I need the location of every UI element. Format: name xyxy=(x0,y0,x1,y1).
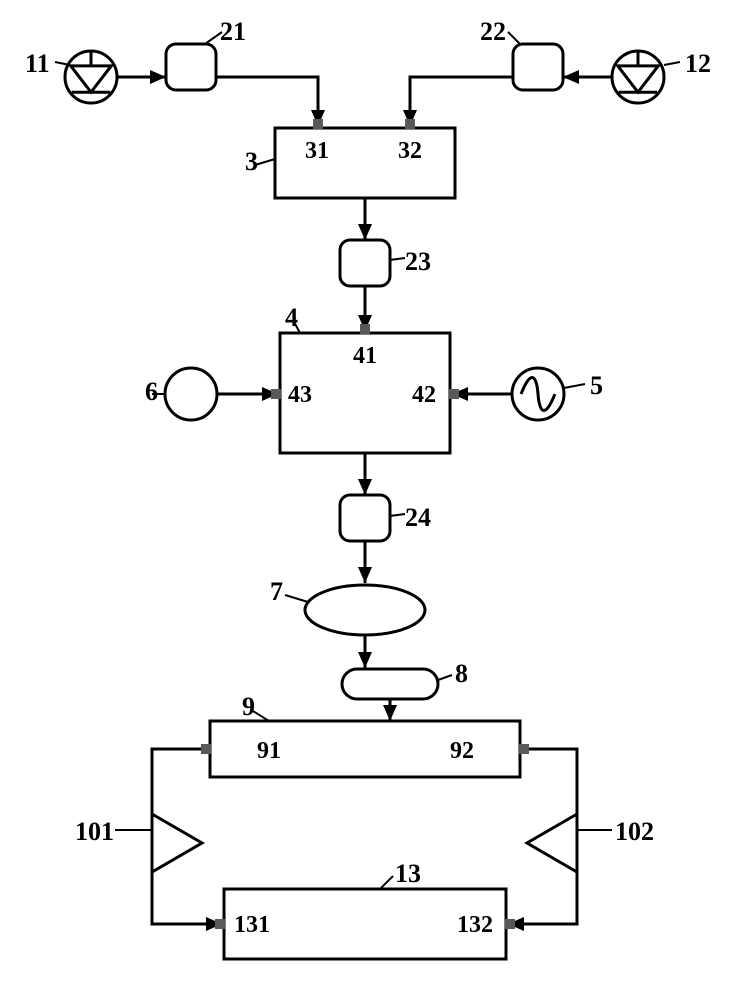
label-n5: 5 xyxy=(590,371,603,400)
label-n102: 102 xyxy=(615,817,654,846)
edge-e91-101 xyxy=(152,749,208,814)
arrow-e8-9 xyxy=(383,705,397,721)
port-p42 xyxy=(449,389,459,399)
port-label-p32: 32 xyxy=(398,138,422,164)
port-label-p31: 31 xyxy=(305,138,329,164)
port-p131 xyxy=(215,919,225,929)
label-n8: 8 xyxy=(455,659,468,688)
node-n101: 101 xyxy=(75,814,202,872)
label-n101: 101 xyxy=(75,817,114,846)
node-n11: 11 xyxy=(25,49,117,103)
node-n12: 12 xyxy=(612,49,711,103)
port-label-p43: 43 xyxy=(288,382,312,408)
node-n102: 102 xyxy=(527,814,654,872)
port-p92 xyxy=(519,744,529,754)
label-n3: 3 xyxy=(245,147,258,176)
leader-n12 xyxy=(664,62,680,65)
arrow-e4-24 xyxy=(358,479,372,495)
label-n11: 11 xyxy=(25,49,50,78)
arrow-e3-23 xyxy=(358,224,372,240)
node-n23: 23 xyxy=(340,240,431,286)
node-n13: 13 xyxy=(224,859,506,959)
leader-n13 xyxy=(380,876,393,889)
port-p32 xyxy=(405,119,415,129)
port-p43 xyxy=(271,389,281,399)
node-n7: 7 xyxy=(270,577,425,635)
label-n13: 13 xyxy=(395,859,421,888)
port-label-p41: 41 xyxy=(353,343,377,369)
label-n23: 23 xyxy=(405,247,431,276)
edge-e92-102 xyxy=(522,749,577,814)
label-n21: 21 xyxy=(220,17,246,46)
edge-e101-131 xyxy=(152,872,222,924)
node-n6: 6 xyxy=(145,368,217,420)
edge-e22-32 xyxy=(410,77,513,126)
leader-n23 xyxy=(390,258,405,260)
port-p31 xyxy=(313,119,323,129)
node-n21: 21 xyxy=(166,17,246,90)
port-label-p91: 91 xyxy=(257,738,281,764)
port-label-p42: 42 xyxy=(412,382,436,408)
leader-n3 xyxy=(255,159,275,165)
arrow-e7-8 xyxy=(358,652,372,668)
node-n24: 24 xyxy=(340,495,431,541)
edge-e21-31 xyxy=(216,77,318,126)
port-label-p92: 92 xyxy=(450,738,474,764)
node-n3: 3 xyxy=(245,128,455,198)
edge-e102-132 xyxy=(508,872,577,924)
label-n4: 4 xyxy=(285,303,298,332)
node-n22: 22 xyxy=(480,17,563,90)
port-p41 xyxy=(360,324,370,334)
port-label-p131: 131 xyxy=(234,912,270,938)
leader-n22 xyxy=(508,32,520,44)
leader-n8 xyxy=(438,675,452,680)
arrow-e11-21 xyxy=(150,70,166,84)
label-n12: 12 xyxy=(685,49,711,78)
label-n22: 22 xyxy=(480,17,506,46)
port-label-p132: 132 xyxy=(457,912,493,938)
node-n8: 8 xyxy=(342,659,468,699)
label-n24: 24 xyxy=(405,503,431,532)
label-n7: 7 xyxy=(270,577,283,606)
leader-n7 xyxy=(285,595,308,602)
node-n9: 9 xyxy=(210,692,520,777)
port-p132 xyxy=(505,919,515,929)
port-p91 xyxy=(201,744,211,754)
leader-n5 xyxy=(564,384,585,388)
leader-n24 xyxy=(390,514,405,516)
node-n5: 5 xyxy=(512,368,603,420)
arrow-e12-22 xyxy=(563,70,579,84)
label-n6: 6 xyxy=(145,377,158,406)
arrow-e24-7 xyxy=(358,567,372,583)
label-n9: 9 xyxy=(242,692,255,721)
